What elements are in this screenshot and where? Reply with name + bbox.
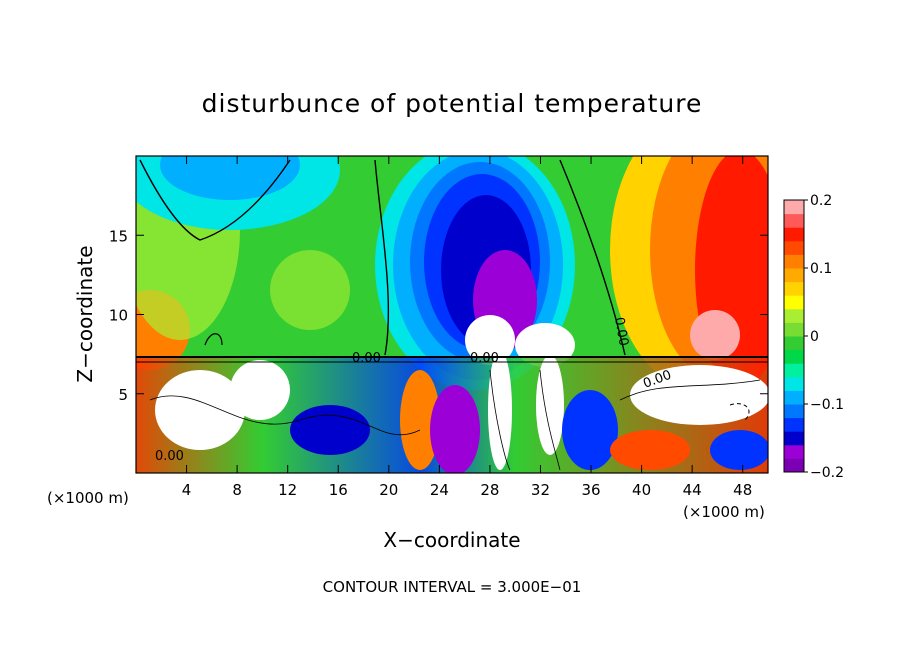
field-region — [630, 365, 768, 425]
contour-line — [489, 369, 511, 471]
colorbar-label: 0.2 — [810, 193, 832, 209]
x-tick-label: 16 — [329, 481, 348, 499]
x-axis-label: X−coordinate — [383, 528, 520, 552]
contour-label: 0.00 — [470, 351, 499, 366]
colorbar-swatch — [784, 295, 804, 310]
plot-area — [136, 156, 768, 473]
field-region — [610, 430, 690, 470]
contour-line — [729, 403, 750, 421]
colorbar-swatch — [784, 404, 804, 419]
colorbar-swatch — [784, 444, 804, 459]
field-region — [155, 370, 245, 450]
y-tick-label: 5 — [118, 386, 128, 404]
field-region — [290, 405, 370, 455]
x-tick-label: 32 — [531, 481, 550, 499]
colorbar-swatch — [784, 281, 804, 296]
contour-label: 0.00 — [155, 449, 184, 464]
x-tick-label: 24 — [430, 481, 449, 499]
x-tick-label: 28 — [480, 481, 499, 499]
field-region — [690, 310, 740, 360]
colorbar-swatch — [784, 363, 804, 378]
colorbar-swatch — [784, 417, 804, 432]
contour-label: 0.00 — [611, 316, 631, 347]
colorbar-swatch — [784, 268, 804, 283]
y-axis-unit-label: (×1000 m) — [683, 503, 765, 521]
field-region — [488, 350, 512, 470]
x-tick-label: 4 — [182, 481, 192, 499]
colorbar-swatch — [784, 431, 804, 446]
colorbar-swatch — [784, 308, 804, 323]
colorbar-swatch — [784, 336, 804, 351]
colorbar-swatch — [784, 254, 804, 269]
chart-title: disturbunce of potential temperature — [202, 89, 703, 118]
colorbar-swatch — [784, 240, 804, 255]
field-region — [160, 156, 300, 200]
colorbar-swatch — [784, 376, 804, 391]
field-region — [710, 430, 768, 470]
colorbar-swatch — [784, 322, 804, 337]
x-axis-unit-label: (×1000 m) — [47, 489, 129, 507]
colorbar-label: −0.2 — [810, 465, 844, 481]
colorbar-swatch — [784, 390, 804, 405]
contour-line — [539, 369, 561, 471]
field-region — [562, 390, 618, 470]
field-region — [430, 385, 480, 473]
contour-line — [204, 333, 223, 346]
contour-line — [374, 159, 390, 356]
contour-line — [559, 159, 626, 356]
x-tick-label: 36 — [581, 481, 600, 499]
field-region — [270, 250, 350, 330]
colorbar-swatch — [784, 349, 804, 364]
x-tick-label: 12 — [278, 481, 297, 499]
colorbar-swatch — [784, 213, 804, 228]
x-tick-label: 44 — [683, 481, 702, 499]
contour-line — [619, 379, 761, 401]
y-axis: 5 10 15 — [109, 227, 768, 404]
y-axis-label: Z−coordinate — [73, 245, 97, 382]
colorbar-swatch — [784, 227, 804, 242]
y-tick-label: 10 — [109, 307, 128, 325]
field-region — [536, 355, 564, 455]
colorbar-label: 0.1 — [810, 261, 832, 277]
x-tick-label: 40 — [632, 481, 651, 499]
x-tick-label: 48 — [733, 481, 752, 499]
y-tick-label: 15 — [109, 227, 128, 245]
contour-interval-footer: CONTOUR INTERVAL = 3.000E−01 — [323, 578, 582, 596]
field-region — [400, 370, 440, 470]
contour-line — [139, 159, 291, 241]
colorbar-swatch — [784, 458, 804, 473]
colorbar-swatch — [784, 200, 804, 215]
x-axis: 4 8 12 16 20 24 28 32 36 40 44 48 — [182, 156, 752, 499]
colorbar-label: 0 — [810, 329, 819, 345]
field-region — [230, 360, 290, 420]
x-tick-label: 8 — [232, 481, 242, 499]
colorbar: 0.2 0.1 0 −0.1 −0.2 — [783, 193, 844, 481]
contour-label: 0.00 — [352, 351, 381, 366]
colorbar-label: −0.1 — [810, 397, 844, 413]
x-tick-label: 20 — [379, 481, 398, 499]
contour-line — [149, 395, 421, 436]
